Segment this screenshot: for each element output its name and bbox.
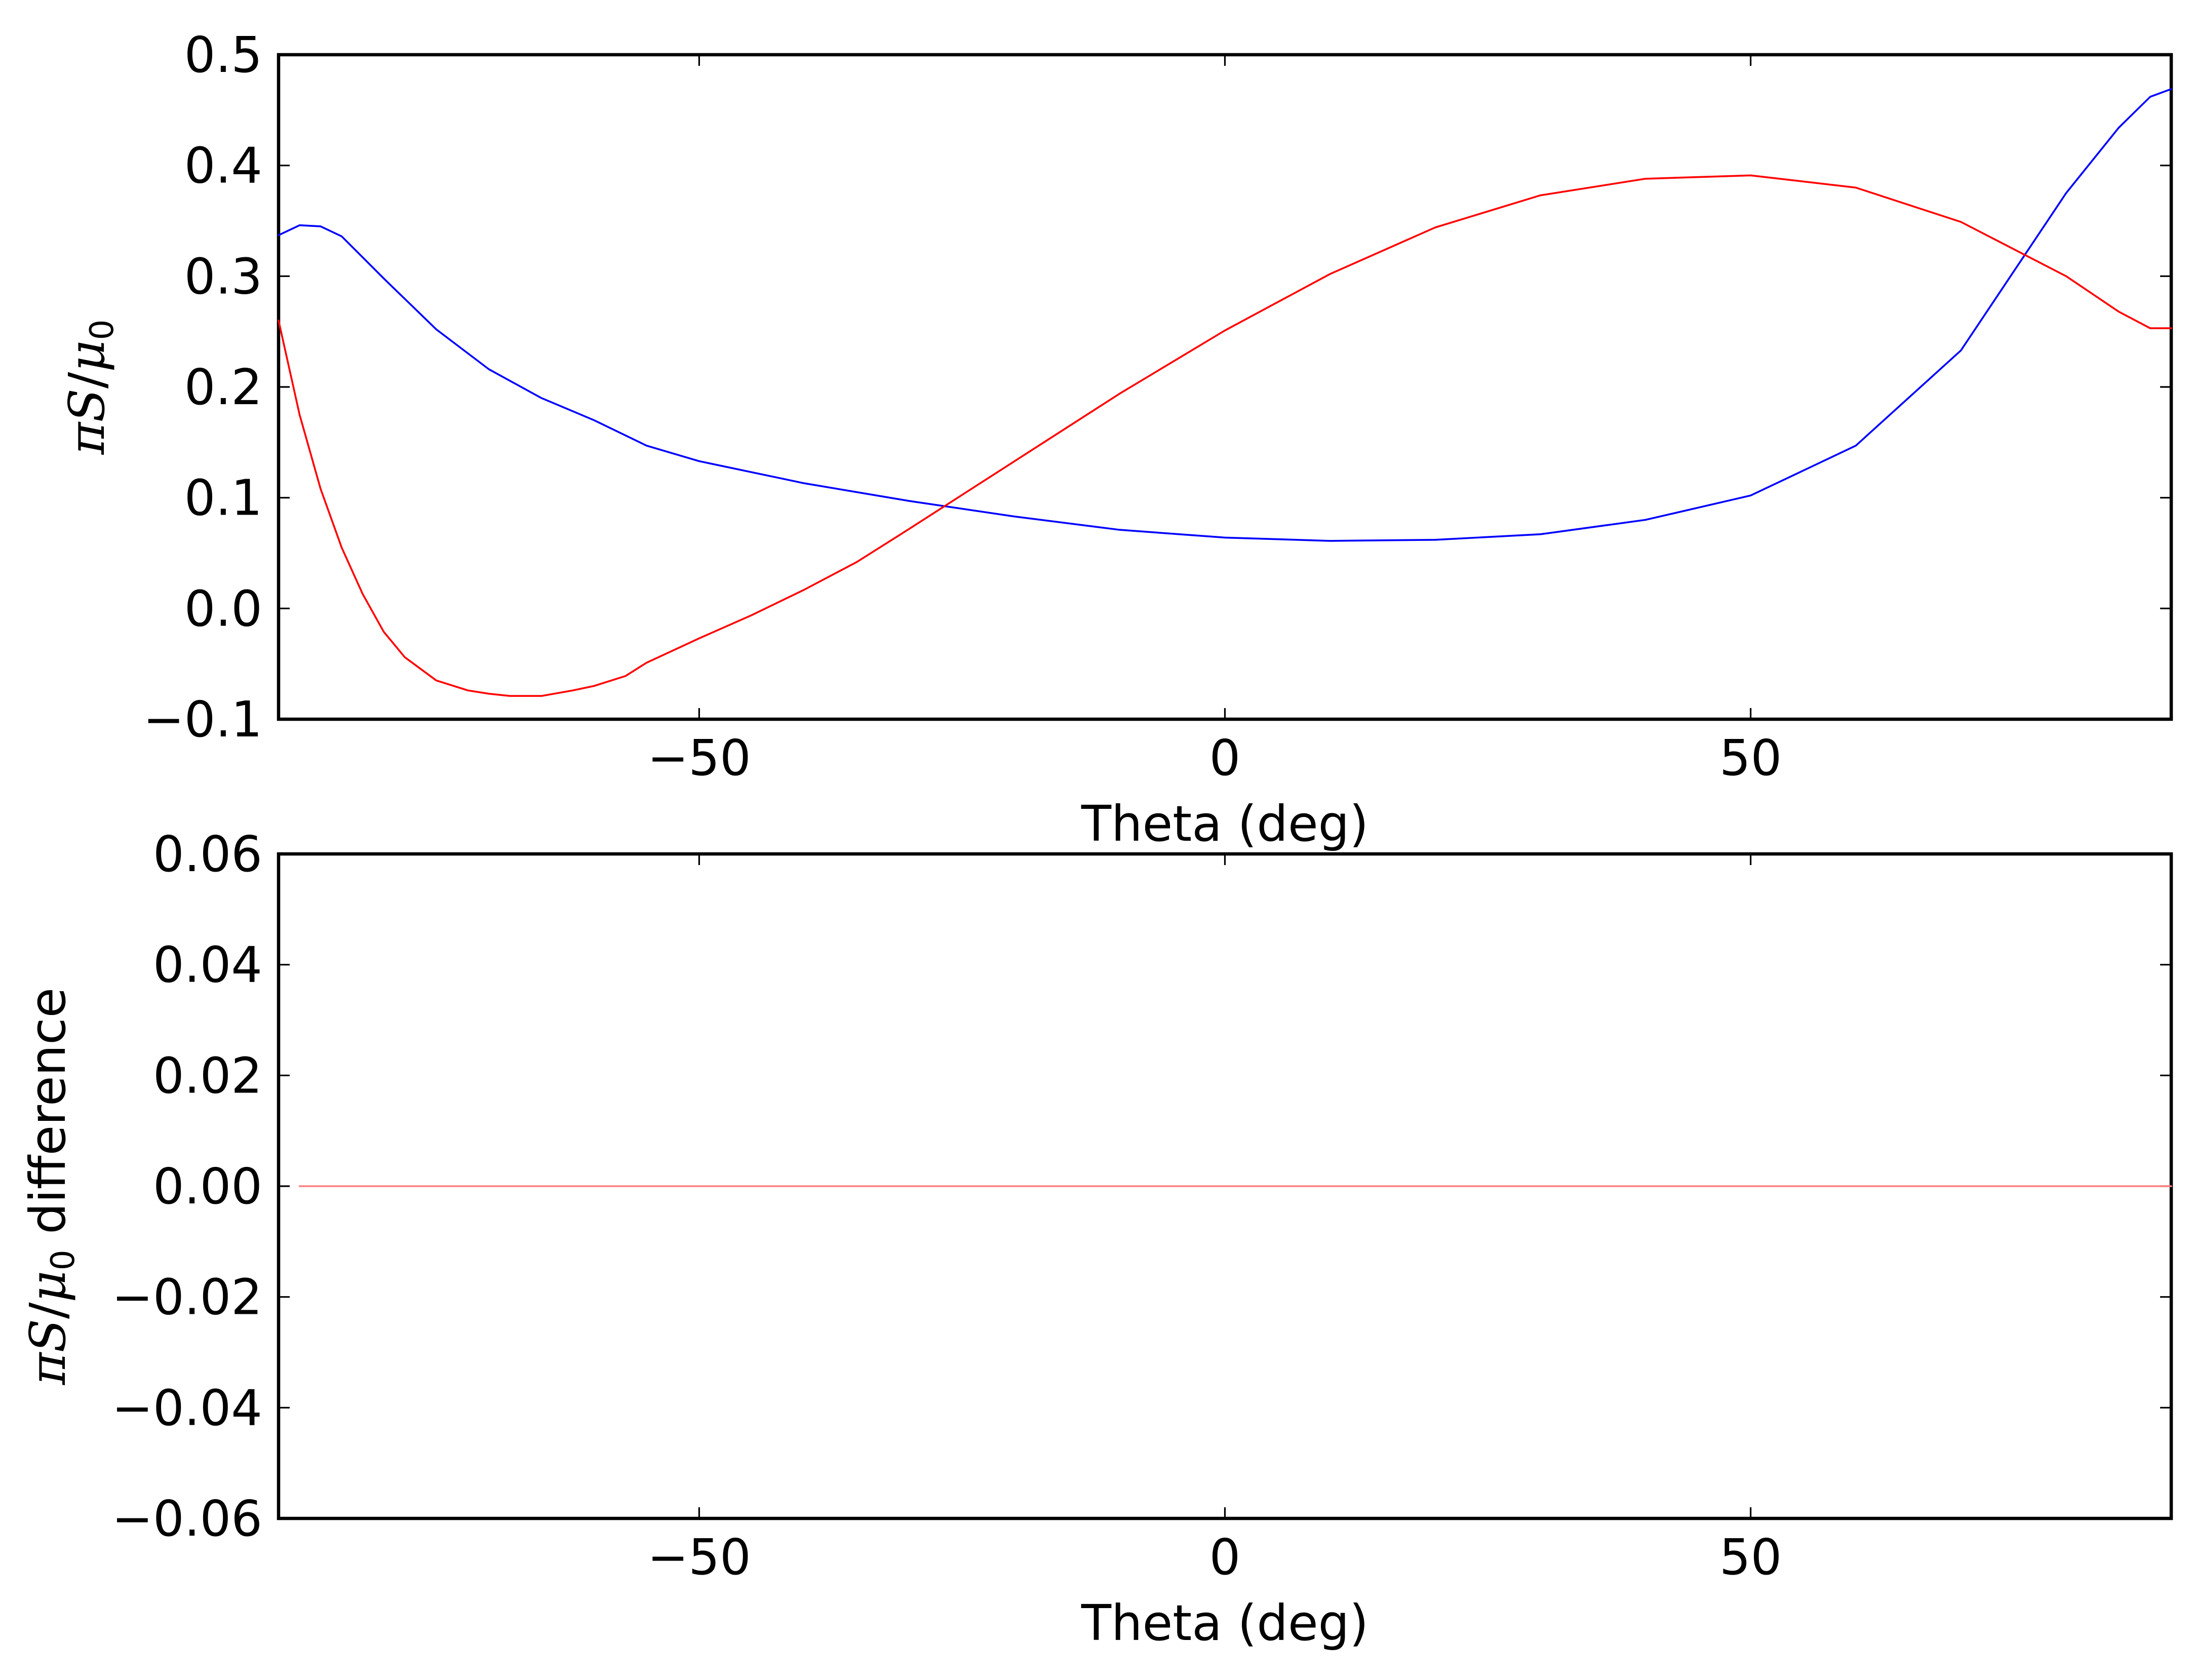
top-plot-x-axis-label: Theta (deg)	[1081, 795, 1368, 852]
bottom-plot-y-axis-label: πS/μ0 difference	[19, 988, 82, 1385]
bottom-plot-y-tick-label: 0.02	[153, 1047, 262, 1104]
top-plot-series	[278, 88, 2172, 697]
bottom-plot-y-tick-label: −0.04	[112, 1379, 262, 1436]
top-plot-x-tick-label: 50	[1719, 729, 1782, 787]
bottom-plot-x-tick-label: 50	[1719, 1529, 1782, 1586]
top-plot: −50 0 50 −0.1 0.0 0.1 0.2 0.3 0.4 0.5 Theta (deg)…	[58, 26, 2173, 852]
top-plot-y-axis-label: πS/μ0	[58, 320, 121, 455]
top-plot-y-tick-label: 0.5	[184, 26, 262, 84]
bottom-plot: −50 0 50 −0.06 −0.04 −0.02 0.00 0.02 0.04 0.06 Th…	[19, 826, 2173, 1652]
bottom-plot-y-tick-label: −0.02	[112, 1269, 262, 1326]
top-plot-y-tick-label: −0.1	[143, 691, 262, 748]
bottom-plot-y-tick-label: 0.06	[153, 826, 262, 883]
bottom-plot-x-tick-label: 0	[1209, 1529, 1241, 1586]
top-plot-y-tick-label: 0.0	[184, 580, 262, 637]
top-plot-y-tick-label: 0.2	[184, 359, 262, 416]
top-plot-ticks: −50 0 50 −0.1 0.0 0.1 0.2 0.3 0.4 0.5	[143, 26, 2171, 787]
top-plot-series-line-1	[278, 88, 2172, 542]
top-plot-x-tick-label: 0	[1209, 729, 1241, 787]
top-plot-series-line-2	[278, 174, 2172, 697]
bottom-plot-x-axis-label: Theta (deg)	[1081, 1594, 1368, 1652]
bottom-plot-y-tick-label: 0.00	[153, 1158, 262, 1215]
top-plot-y-tick-label: 0.3	[184, 248, 262, 305]
bottom-plot-y-tick-label: −0.06	[112, 1490, 262, 1547]
top-plot-x-tick-label: −50	[647, 729, 751, 787]
bottom-plot-x-tick-label: −50	[647, 1529, 751, 1586]
top-plot-y-tick-label: 0.4	[184, 137, 262, 194]
bottom-plot-ticks: −50 0 50 −0.06 −0.04 −0.02 0.00 0.02 0.04 0.06	[112, 826, 2171, 1586]
bottom-plot-y-tick-label: 0.04	[153, 936, 262, 994]
top-plot-y-tick-label: 0.1	[184, 470, 262, 527]
